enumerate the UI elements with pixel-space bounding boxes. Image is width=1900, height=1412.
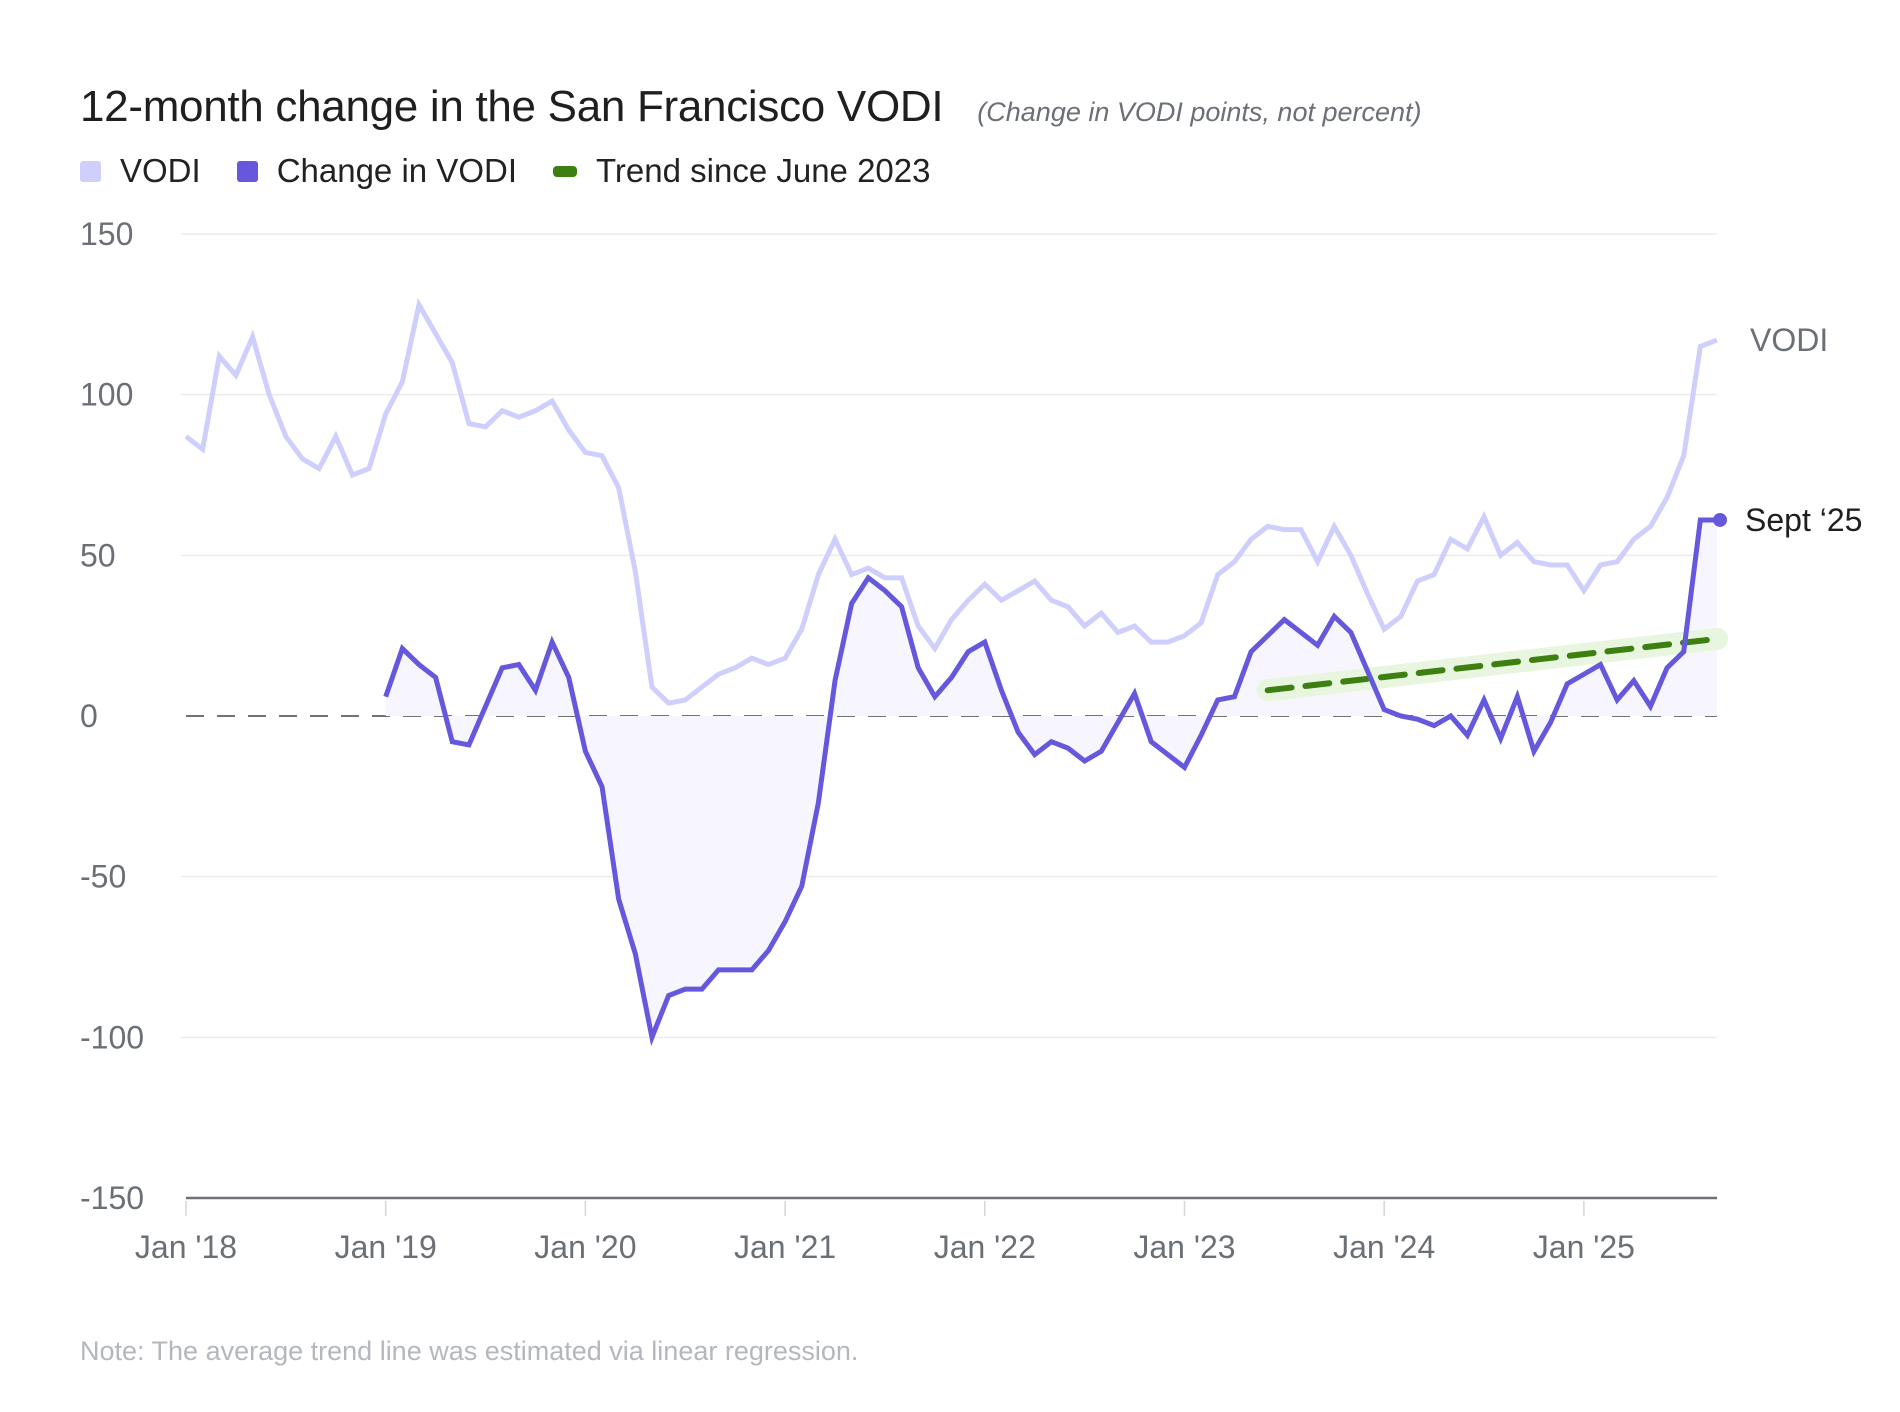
legend-swatch-vodi xyxy=(80,160,101,182)
chart-note: Note: The average trend line was estimat… xyxy=(80,1336,859,1366)
vodi-end-label: VODI xyxy=(1750,322,1828,358)
legend-swatch-change xyxy=(236,160,258,182)
x-tick-label: Jan '20 xyxy=(534,1229,636,1265)
legend-label-trend: Trend since June 2023 xyxy=(596,152,931,189)
chart-title: 12-month change in the San Francisco VOD… xyxy=(80,82,944,131)
y-tick-label: 150 xyxy=(80,216,133,252)
legend-label-change: Change in VODI xyxy=(276,152,517,189)
legend-item-trend: Trend since June 2023 xyxy=(553,152,931,190)
x-tick-label: Jan '18 xyxy=(135,1229,237,1265)
x-tick-label: Jan '22 xyxy=(934,1229,1036,1265)
vodi-line xyxy=(184,297,1718,706)
change-end-point xyxy=(1713,512,1727,527)
legend-item-vodi: VODI xyxy=(80,152,201,190)
x-tick-label: Jan '24 xyxy=(1333,1229,1435,1265)
legend: VODI Change in VODI Trend since June 202… xyxy=(80,152,967,190)
change-end-label: Sept ‘25 xyxy=(1745,502,1862,538)
chart-subtitle: (Change in VODI points, not percent) xyxy=(977,97,1422,127)
y-tick-label: 50 xyxy=(80,537,116,573)
y-tick-label: -150 xyxy=(80,1180,144,1216)
y-tick-label: -50 xyxy=(80,859,126,895)
x-tick-label: Jan '19 xyxy=(335,1229,437,1265)
x-tick-label: Jan '23 xyxy=(1133,1229,1235,1265)
y-tick-label: -100 xyxy=(80,1019,144,1055)
change-line xyxy=(383,517,1717,1047)
change-area-fill xyxy=(385,519,1717,1038)
legend-swatch-trend xyxy=(553,165,577,177)
x-tick-label: Jan '25 xyxy=(1533,1229,1635,1265)
legend-item-change: Change in VODI xyxy=(236,152,517,190)
legend-label-vodi: VODI xyxy=(120,152,201,189)
chart-header: 12-month change in the San Francisco VOD… xyxy=(80,82,1422,132)
y-tick-label: 0 xyxy=(80,698,98,734)
y-tick-label: 100 xyxy=(80,377,133,413)
trend-line xyxy=(1264,635,1720,694)
x-tick-label: Jan '21 xyxy=(734,1229,836,1265)
